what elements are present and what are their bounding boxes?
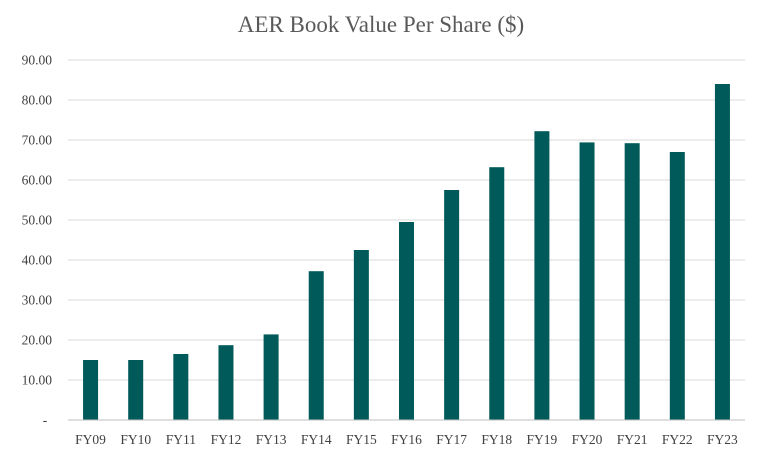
- x-tick-label: FY16: [391, 432, 422, 447]
- x-tick-label: FY18: [481, 432, 512, 447]
- x-tick-label: FY09: [75, 432, 106, 447]
- y-tick-label: 10.00: [22, 373, 53, 388]
- y-tick-label: 60.00: [22, 173, 53, 188]
- y-axis-tick-labels: - 10.00 20.00 30.00 40.00 50.00 60.00 70.00 80.0…: [22, 53, 53, 428]
- bar-fy22: [669, 152, 685, 420]
- y-tick-label: 50.00: [22, 213, 53, 228]
- y-tick-label: 20.00: [22, 333, 53, 348]
- bar-fy10: [128, 360, 144, 420]
- x-tick-label: FY14: [301, 432, 332, 447]
- x-tick-label: FY23: [707, 432, 738, 447]
- x-axis-tick-labels: FY09 FY10 FY11 FY12 FY13 FY14 FY15 FY16 FY17 FY18…: [75, 432, 738, 447]
- x-tick-label: FY17: [436, 432, 467, 447]
- y-tick-label: 40.00: [22, 253, 53, 268]
- x-tick-label: FY13: [256, 432, 287, 447]
- bar-fy18: [489, 167, 505, 420]
- bar-fy17: [444, 190, 460, 420]
- bar-fy20: [579, 142, 595, 420]
- bar-fy09: [83, 360, 99, 420]
- x-tick-label: FY22: [662, 432, 693, 447]
- x-tick-label: FY12: [211, 432, 242, 447]
- y-tick-label: 30.00: [22, 293, 53, 308]
- bar-fy12: [218, 345, 234, 420]
- bar-fy23: [714, 84, 730, 420]
- y-tick-label: 70.00: [22, 133, 53, 148]
- x-tick-label: FY20: [572, 432, 603, 447]
- bar-fy15: [353, 250, 369, 420]
- y-tick-label: 80.00: [22, 93, 53, 108]
- bar-fy21: [624, 143, 640, 420]
- y-tick-label: 90.00: [22, 53, 53, 68]
- x-tick-label: FY10: [120, 432, 151, 447]
- chart-title: AER Book Value Per Share ($): [237, 12, 525, 37]
- bar-fy14: [308, 271, 324, 420]
- x-tick-label: FY15: [346, 432, 377, 447]
- y-tick-label: -: [43, 413, 48, 428]
- x-tick-label: FY21: [617, 432, 648, 447]
- bar-fy13: [263, 334, 279, 420]
- x-tick-label: FY19: [527, 432, 558, 447]
- bars: [83, 84, 730, 420]
- x-tick-label: FY11: [166, 432, 196, 447]
- bar-fy19: [534, 131, 550, 420]
- bar-fy16: [399, 222, 414, 420]
- bar-fy11: [173, 354, 189, 420]
